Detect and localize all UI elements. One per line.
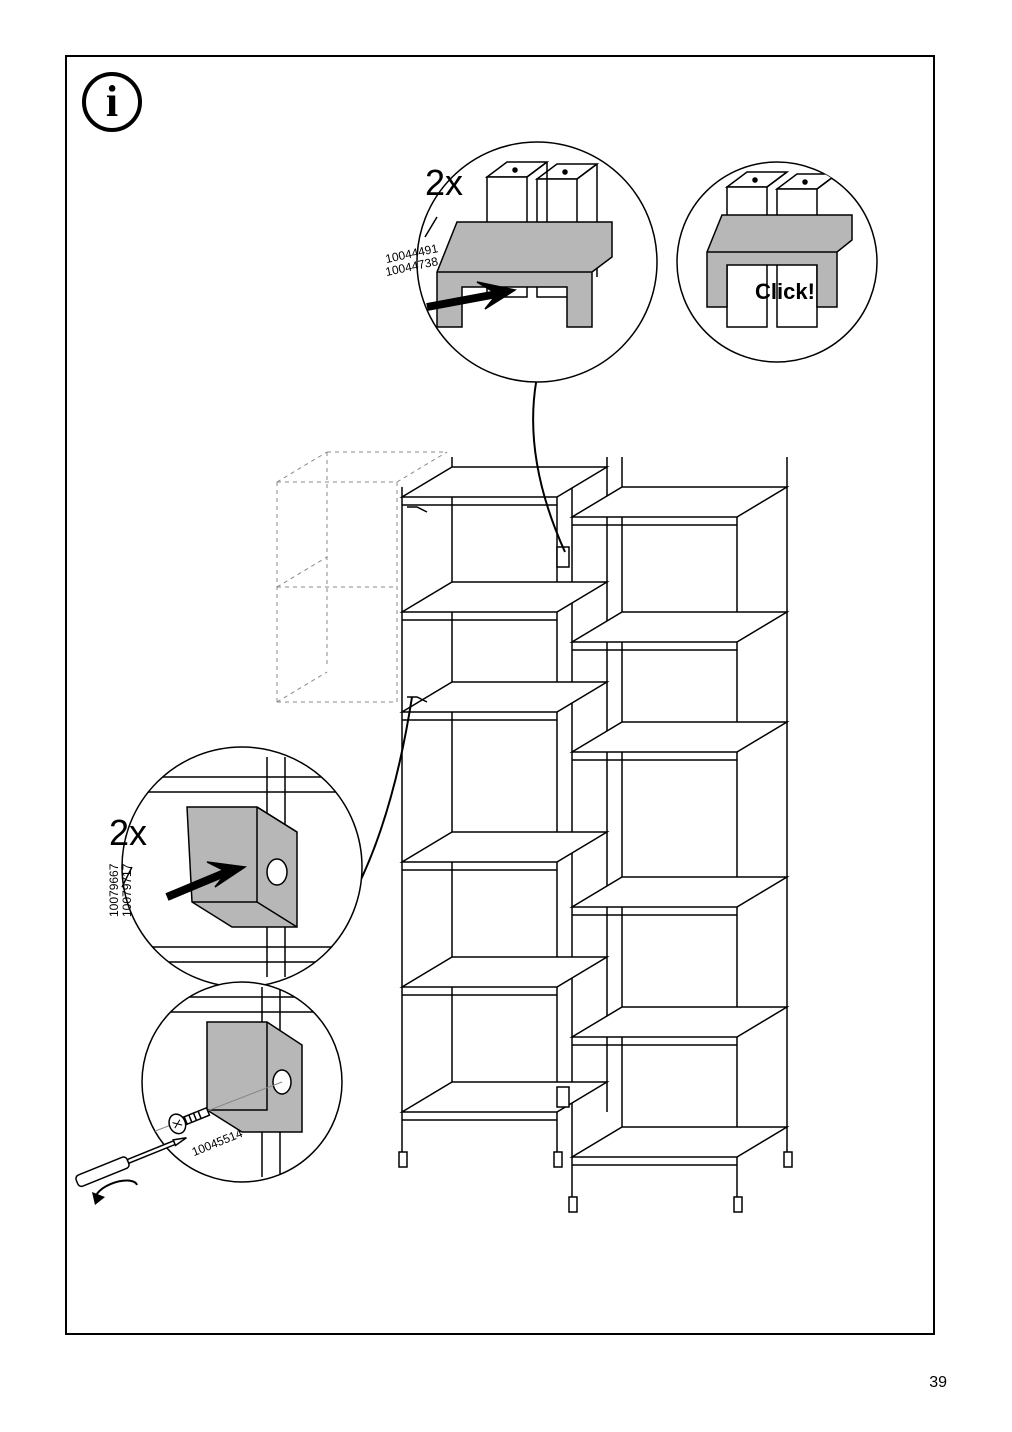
part-num-mid-2: 10079717 (120, 864, 134, 917)
click-label: Click! (755, 279, 815, 305)
qty-bracket: 2x (109, 812, 147, 854)
page-number: 39 (929, 1374, 947, 1392)
part-num-mid-1: 10079667 (107, 864, 121, 917)
assembly-page: i (65, 55, 935, 1335)
qty-top-clip: 2x (425, 162, 463, 204)
